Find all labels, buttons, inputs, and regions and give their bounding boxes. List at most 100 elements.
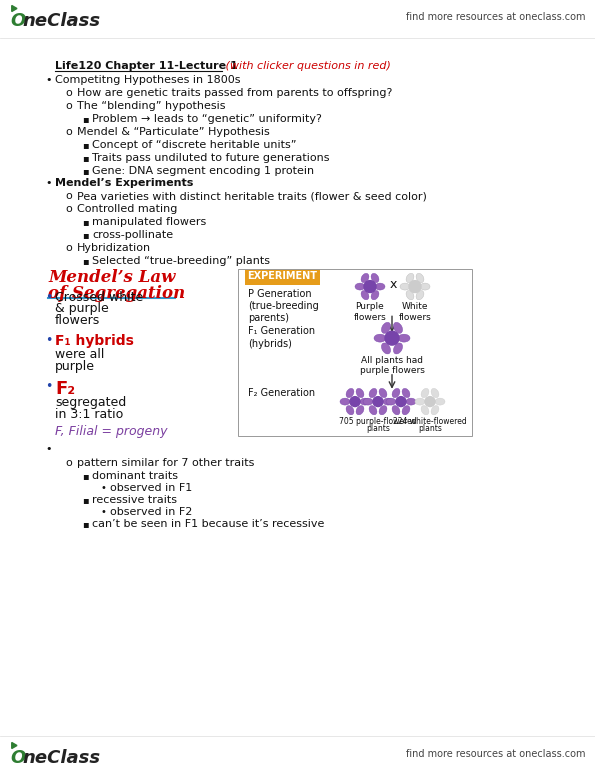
Text: 224 white-flowered: 224 white-flowered xyxy=(393,417,467,427)
Circle shape xyxy=(425,397,435,407)
Ellipse shape xyxy=(374,334,386,342)
Text: o: o xyxy=(65,101,72,111)
Text: pattern similar for 7 other traits: pattern similar for 7 other traits xyxy=(77,458,255,468)
Ellipse shape xyxy=(392,388,400,397)
Text: •: • xyxy=(100,507,106,517)
Text: Controlled mating: Controlled mating xyxy=(77,204,177,214)
Ellipse shape xyxy=(356,388,364,397)
Text: Traits pass undiluted to future generations: Traits pass undiluted to future generati… xyxy=(92,152,330,162)
Ellipse shape xyxy=(392,406,400,415)
Text: Gene: DNA segment encoding 1 protein: Gene: DNA segment encoding 1 protein xyxy=(92,166,314,176)
Text: purple: purple xyxy=(55,360,95,373)
Text: find more resources at oneclass.com: find more resources at oneclass.com xyxy=(406,12,585,22)
Ellipse shape xyxy=(340,398,350,405)
Text: o: o xyxy=(65,243,72,253)
Ellipse shape xyxy=(421,406,429,415)
Text: ▪: ▪ xyxy=(82,230,89,240)
Ellipse shape xyxy=(421,388,429,397)
Text: F, Filial = progeny: F, Filial = progeny xyxy=(55,425,168,438)
Text: How are genetic traits passed from parents to offspring?: How are genetic traits passed from paren… xyxy=(77,89,392,99)
Circle shape xyxy=(364,280,376,293)
Text: F₂: F₂ xyxy=(55,380,75,398)
Ellipse shape xyxy=(393,343,403,354)
Ellipse shape xyxy=(375,283,385,290)
Text: Mendel’s Law: Mendel’s Law xyxy=(48,269,176,286)
Text: Mendel’s Experiments: Mendel’s Experiments xyxy=(55,179,193,189)
Text: o: o xyxy=(65,458,72,468)
Ellipse shape xyxy=(371,290,379,300)
Ellipse shape xyxy=(361,290,369,300)
Text: plants: plants xyxy=(418,424,442,434)
Text: •: • xyxy=(45,290,52,303)
Text: in 3:1 ratio: in 3:1 ratio xyxy=(55,407,123,420)
Text: ▪: ▪ xyxy=(82,471,89,481)
Text: •: • xyxy=(45,75,52,85)
Text: dominant traits: dominant traits xyxy=(92,471,178,481)
Text: segregated: segregated xyxy=(55,396,126,409)
Ellipse shape xyxy=(416,290,424,300)
Text: Life120 Chapter 11-Lecture 1: Life120 Chapter 11-Lecture 1 xyxy=(55,62,238,72)
Text: neClass: neClass xyxy=(22,748,100,767)
FancyBboxPatch shape xyxy=(245,269,320,285)
Text: observed in F2: observed in F2 xyxy=(110,507,192,517)
Ellipse shape xyxy=(431,388,439,397)
Text: •: • xyxy=(45,444,52,454)
Text: The “blending” hypothesis: The “blending” hypothesis xyxy=(77,101,226,111)
Ellipse shape xyxy=(415,398,425,405)
Text: o: o xyxy=(65,127,72,137)
Text: flowers: flowers xyxy=(55,314,100,327)
Ellipse shape xyxy=(400,283,410,290)
Ellipse shape xyxy=(420,283,430,290)
Ellipse shape xyxy=(431,406,439,415)
Ellipse shape xyxy=(379,406,387,415)
Text: find more resources at oneclass.com: find more resources at oneclass.com xyxy=(406,748,585,758)
Text: O: O xyxy=(10,12,25,30)
Text: EXPERIMENT: EXPERIMENT xyxy=(248,271,318,281)
Circle shape xyxy=(350,397,360,407)
Text: F₂ Generation: F₂ Generation xyxy=(248,388,315,398)
Text: plants: plants xyxy=(366,424,390,434)
Text: F₁ Generation
(hybrids): F₁ Generation (hybrids) xyxy=(248,326,315,349)
Ellipse shape xyxy=(371,273,379,283)
Text: Mendel & “Particulate” Hypothesis: Mendel & “Particulate” Hypothesis xyxy=(77,127,270,137)
Ellipse shape xyxy=(416,273,424,283)
Ellipse shape xyxy=(406,273,414,283)
Text: Selected “true-breeding” plants: Selected “true-breeding” plants xyxy=(92,256,270,266)
Circle shape xyxy=(409,280,421,293)
Ellipse shape xyxy=(381,323,390,333)
Ellipse shape xyxy=(369,406,377,415)
Text: O: O xyxy=(10,748,25,767)
Text: x: x xyxy=(389,278,397,291)
Ellipse shape xyxy=(402,388,410,397)
Ellipse shape xyxy=(386,398,396,405)
Text: can’t be seen in F1 because it’s recessive: can’t be seen in F1 because it’s recessi… xyxy=(92,519,324,529)
Text: ▪: ▪ xyxy=(82,152,89,162)
Ellipse shape xyxy=(393,323,403,333)
Text: ▪: ▪ xyxy=(82,114,89,124)
Text: Hybridization: Hybridization xyxy=(77,243,151,253)
Text: cross-pollinate: cross-pollinate xyxy=(92,230,173,240)
Text: Crossed white: Crossed white xyxy=(55,290,143,303)
Ellipse shape xyxy=(361,273,369,283)
Ellipse shape xyxy=(398,334,410,342)
Text: •: • xyxy=(45,334,52,347)
Text: ▪: ▪ xyxy=(82,495,89,505)
Ellipse shape xyxy=(360,398,370,405)
Text: observed in F1: observed in F1 xyxy=(110,483,192,493)
Text: ▪: ▪ xyxy=(82,140,89,150)
Text: (with clicker questions in red): (with clicker questions in red) xyxy=(222,62,391,72)
Ellipse shape xyxy=(369,388,377,397)
Ellipse shape xyxy=(402,406,410,415)
Text: neClass: neClass xyxy=(22,12,100,30)
Text: & purple: & purple xyxy=(55,303,109,316)
Text: recessive traits: recessive traits xyxy=(92,495,177,505)
Text: were all: were all xyxy=(55,348,104,361)
Ellipse shape xyxy=(363,398,373,405)
Ellipse shape xyxy=(346,388,354,397)
Text: All plants had
purple flowers: All plants had purple flowers xyxy=(359,356,424,376)
Ellipse shape xyxy=(346,406,354,415)
Text: o: o xyxy=(65,204,72,214)
Text: ▪: ▪ xyxy=(82,256,89,266)
Text: F₁ hybrids: F₁ hybrids xyxy=(55,334,134,348)
Circle shape xyxy=(396,397,406,407)
